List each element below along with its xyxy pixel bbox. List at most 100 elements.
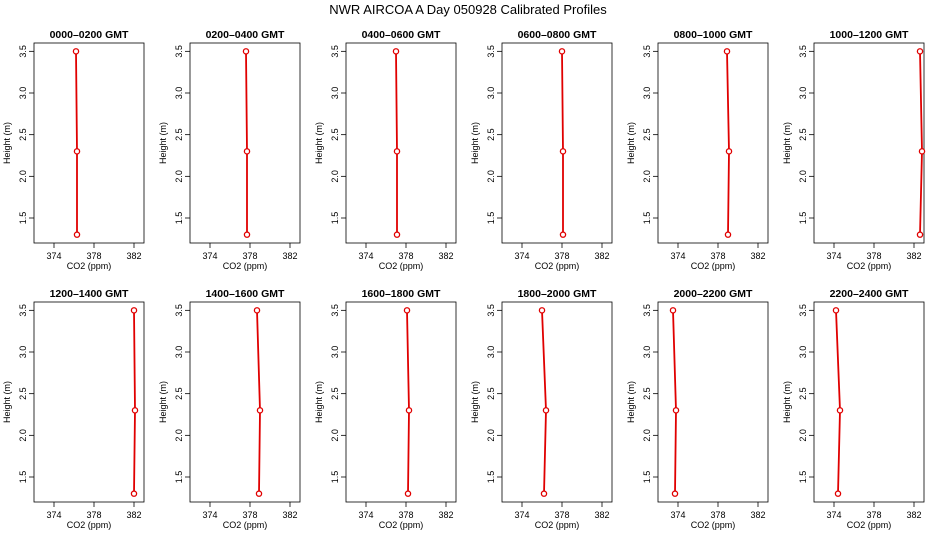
y-tick-label: 2.0 xyxy=(486,429,496,442)
x-axis-label: CO2 (ppm) xyxy=(847,261,892,271)
x-axis-label: CO2 (ppm) xyxy=(67,261,112,271)
y-tick-label: 3.0 xyxy=(330,346,340,359)
y-tick-label: 3.0 xyxy=(330,87,340,100)
panel-9: 1600–1800 GMT 374 378 382 CO2 (ppm) 1.5 2.0 2.5… xyxy=(314,288,457,530)
x-tick-label: 374 xyxy=(46,251,61,261)
y-tick-label: 3.0 xyxy=(18,346,28,359)
y-tick-label: 1.5 xyxy=(486,212,496,225)
y-axis-label: Height (m) xyxy=(314,381,324,423)
y-axis-label: Height (m) xyxy=(158,122,168,164)
y-tick-label: 2.5 xyxy=(18,387,28,400)
x-tick-label: 374 xyxy=(514,510,529,520)
plot-frame xyxy=(33,301,145,503)
data-point xyxy=(918,148,926,155)
panel-title: 2200–2400 GMT xyxy=(830,288,909,300)
profile-line xyxy=(395,51,398,235)
y-tick-label: 2.5 xyxy=(642,128,652,141)
y-tick-label: 1.5 xyxy=(642,212,652,225)
x-tick-label: 382 xyxy=(750,251,765,261)
y-tick-label: 3.5 xyxy=(486,304,496,317)
data-point xyxy=(540,490,548,497)
y-tick-label: 2.5 xyxy=(486,128,496,141)
y-tick-label: 2.0 xyxy=(642,429,652,442)
data-point xyxy=(836,407,844,414)
y-tick-label: 2.5 xyxy=(174,128,184,141)
y-tick-label: 3.0 xyxy=(798,87,808,100)
panel-11: 2000–2200 GMT 374 378 382 CO2 (ppm) 1.5 2.0 2.5… xyxy=(626,288,769,530)
y-axis-label: Height (m) xyxy=(626,381,636,423)
plot-frame xyxy=(33,42,145,244)
x-tick-label: 378 xyxy=(86,251,101,261)
profile-line xyxy=(406,310,410,494)
data-point xyxy=(393,148,401,155)
panel-title: 1800–2000 GMT xyxy=(518,288,597,300)
x-tick-label: 382 xyxy=(906,251,921,261)
panel-title: 1000–1200 GMT xyxy=(830,29,909,41)
x-tick-label: 382 xyxy=(282,251,297,261)
profile-line xyxy=(672,310,677,494)
y-tick-label: 3.5 xyxy=(798,304,808,317)
y-tick-label: 1.5 xyxy=(174,212,184,225)
y-axis-label: Height (m) xyxy=(782,122,792,164)
panel-title: 1600–1800 GMT xyxy=(362,288,441,300)
y-tick-label: 1.5 xyxy=(486,471,496,484)
y-tick-label: 2.0 xyxy=(642,170,652,183)
data-point xyxy=(253,307,261,314)
data-point xyxy=(559,231,567,238)
x-axis-label: CO2 (ppm) xyxy=(223,261,268,271)
y-tick-label: 2.5 xyxy=(642,387,652,400)
data-point xyxy=(392,48,400,55)
x-tick-label: 378 xyxy=(554,510,569,520)
x-axis-label: CO2 (ppm) xyxy=(223,520,268,530)
x-axis-label: CO2 (ppm) xyxy=(67,520,112,530)
x-tick-label: 378 xyxy=(86,510,101,520)
x-tick-label: 382 xyxy=(906,510,921,520)
x-tick-label: 382 xyxy=(438,251,453,261)
data-point xyxy=(834,490,842,497)
y-tick-label: 2.0 xyxy=(798,170,808,183)
panel-3: 0400–0600 GMT 374 378 382 CO2 (ppm) 1.5 2.0 2.5… xyxy=(314,29,457,271)
y-tick-label: 3.0 xyxy=(174,346,184,359)
x-axis-label: CO2 (ppm) xyxy=(691,520,736,530)
x-tick-label: 382 xyxy=(750,510,765,520)
profile-line xyxy=(245,51,248,235)
data-point xyxy=(542,407,550,414)
data-point xyxy=(832,307,840,314)
x-tick-label: 382 xyxy=(282,510,297,520)
y-tick-label: 1.5 xyxy=(642,471,652,484)
data-point xyxy=(131,407,139,414)
y-tick-label: 2.0 xyxy=(798,429,808,442)
y-tick-label: 1.5 xyxy=(18,212,28,225)
x-tick-label: 374 xyxy=(670,510,685,520)
x-tick-label: 374 xyxy=(670,251,685,261)
y-tick-label: 1.5 xyxy=(330,212,340,225)
panel-4: 0600–0800 GMT 374 378 382 CO2 (ppm) 1.5 2.0 2.5… xyxy=(470,29,613,271)
profile-line xyxy=(835,310,841,494)
y-tick-label: 2.0 xyxy=(18,170,28,183)
data-point xyxy=(242,48,250,55)
profile-line xyxy=(75,51,78,235)
x-axis-label: CO2 (ppm) xyxy=(379,520,424,530)
x-tick-label: 378 xyxy=(710,251,725,261)
panel-2: 0200–0400 GMT 374 378 382 CO2 (ppm) 1.5 2.0 2.5… xyxy=(158,29,301,271)
y-tick-label: 3.0 xyxy=(642,87,652,100)
data-point xyxy=(916,231,924,238)
y-axis-label: Height (m) xyxy=(314,122,324,164)
y-tick-label: 1.5 xyxy=(174,471,184,484)
x-tick-label: 382 xyxy=(438,510,453,520)
plot-frame xyxy=(657,301,769,503)
data-point xyxy=(243,148,251,155)
x-tick-label: 374 xyxy=(358,510,373,520)
panel-1: 0000–0200 GMT 374 378 382 CO2 (ppm) 1.5 2.0 2.5… xyxy=(2,29,145,271)
y-tick-label: 2.5 xyxy=(486,387,496,400)
data-point xyxy=(669,307,677,314)
panel-6: 1000–1200 GMT 374 378 382 CO2 (ppm) 1.5 2.0 2.5… xyxy=(782,29,926,271)
panel-title: 1200–1400 GMT xyxy=(50,288,129,300)
y-tick-label: 3.5 xyxy=(18,45,28,58)
x-axis-label: CO2 (ppm) xyxy=(691,261,736,271)
data-point xyxy=(404,490,412,497)
y-tick-label: 3.5 xyxy=(174,45,184,58)
panel-title: 2000–2200 GMT xyxy=(674,288,753,300)
y-axis-label: Height (m) xyxy=(470,381,480,423)
x-tick-label: 382 xyxy=(594,251,609,261)
